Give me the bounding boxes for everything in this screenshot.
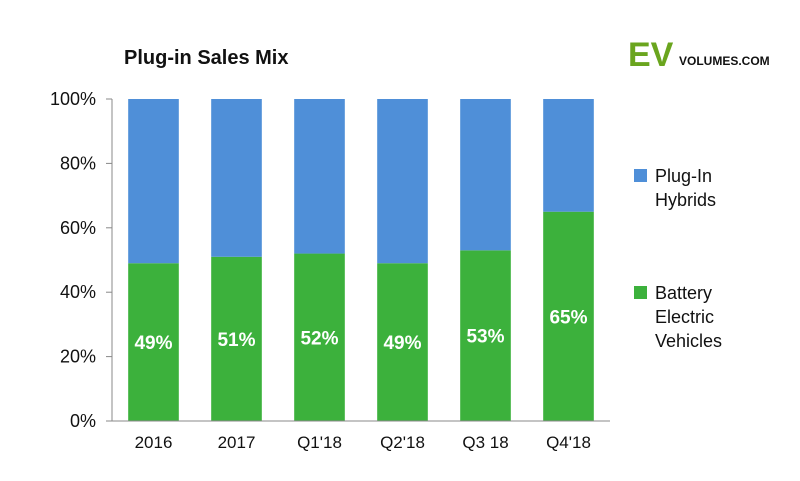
y-tick-label: 20% xyxy=(60,347,96,367)
bar-phev-4 xyxy=(460,99,511,251)
data-label-0: 49% xyxy=(134,333,172,354)
y-tick-label: 60% xyxy=(60,218,96,238)
chart-title: Plug-in Sales Mix xyxy=(124,47,288,69)
x-tick-label: 2016 xyxy=(135,433,173,452)
legend-label: Plug-In xyxy=(655,166,712,186)
legend-swatch xyxy=(634,286,647,299)
bar-phev-1 xyxy=(211,99,262,257)
y-tick-label: 80% xyxy=(60,153,96,173)
bar-phev-2 xyxy=(294,99,345,254)
y-tick-label: 40% xyxy=(60,282,96,302)
data-label-4: 53% xyxy=(466,327,504,348)
legend-item-bev: Battery Electric Vehicles xyxy=(634,283,722,351)
legend-label: Battery xyxy=(655,283,712,303)
data-label-1: 51% xyxy=(217,330,255,351)
bar-phev-5 xyxy=(543,99,594,212)
logo: EV VOLUMES.COM xyxy=(628,36,770,74)
data-label-2: 52% xyxy=(300,328,338,349)
x-tick-label: Q2'18 xyxy=(380,433,425,452)
legend-label: Electric xyxy=(655,307,714,327)
logo-ev: EV xyxy=(628,36,674,74)
bar-bev-4 xyxy=(460,250,511,421)
y-tick-label: 0% xyxy=(70,411,96,431)
x-tick-label: Q3 18 xyxy=(462,433,508,452)
bar-bev-1 xyxy=(211,256,262,421)
y-axis: 0% 20% 40% 60% 80% 100% xyxy=(50,89,113,431)
x-tick-label: Q4'18 xyxy=(546,433,591,452)
plot-area: 49% 51% 52% 49% 53% 65% xyxy=(128,99,594,421)
bar-phev-3 xyxy=(377,99,428,264)
bar-phev-0 xyxy=(128,99,179,264)
x-tick-label: 2017 xyxy=(218,433,256,452)
bar-bev-0 xyxy=(128,263,179,421)
bar-bev-3 xyxy=(377,263,428,421)
data-label-5: 65% xyxy=(549,307,587,328)
x-tick-label: Q1'18 xyxy=(297,433,342,452)
legend-label: Hybrids xyxy=(655,190,716,210)
data-label-3: 49% xyxy=(383,333,421,354)
legend-item-phev: Plug-In Hybrids xyxy=(634,166,716,210)
legend-label: Vehicles xyxy=(655,331,722,351)
y-tick-label: 100% xyxy=(50,89,96,109)
legend: Plug-In Hybrids Battery Electric Vehicles xyxy=(634,166,722,351)
bar-bev-5 xyxy=(543,211,594,421)
x-axis: 2016 2017 Q1'18 Q2'18 Q3 18 Q4'18 xyxy=(112,420,610,452)
bar-bev-2 xyxy=(294,253,345,421)
legend-swatch xyxy=(634,169,647,182)
logo-sub: VOLUMES.COM xyxy=(679,54,770,68)
